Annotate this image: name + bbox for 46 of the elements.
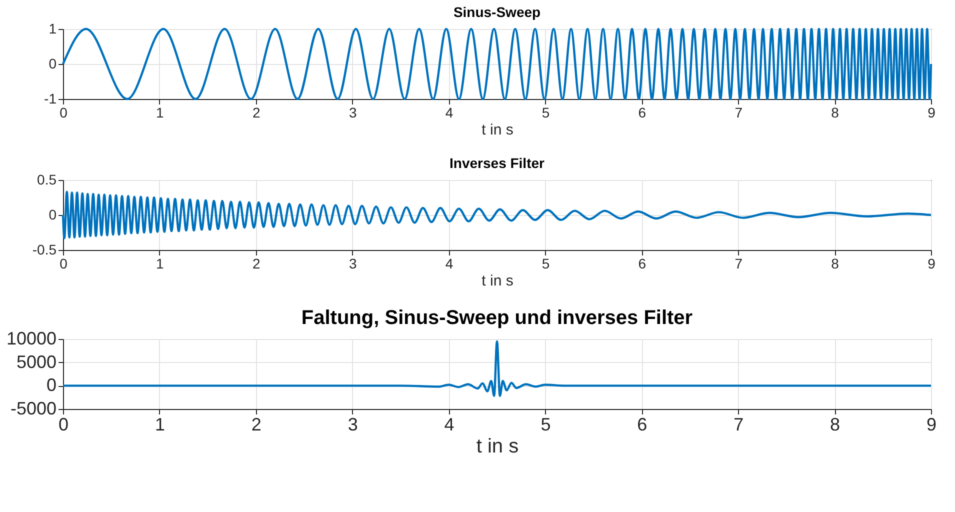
- y-tick-label: 1: [48, 20, 57, 36]
- x-tick-label: 7: [734, 104, 743, 120]
- y-tick-label: 0: [48, 206, 57, 222]
- x-tick-label: 2: [252, 256, 260, 272]
- x-tick-label: 2: [251, 414, 262, 434]
- chart-title: Inverses Filter: [450, 155, 546, 171]
- x-tick-label: 4: [445, 256, 454, 272]
- chart-title: Faltung, Sinus-Sweep und inverses Filter: [301, 307, 693, 329]
- x-tick-label: 3: [348, 256, 357, 272]
- y-tick-label: 10000: [6, 328, 56, 348]
- y-tick-label: 0: [48, 56, 57, 72]
- y-tick-label: 0: [46, 375, 56, 396]
- x-tick-label: 5: [542, 104, 550, 120]
- x-tick-label: 5: [540, 414, 551, 434]
- line-series: [62, 190, 932, 240]
- x-axis-title: t in s: [476, 436, 519, 458]
- x-tick-label: 8: [830, 414, 840, 434]
- x-tick-label: 8: [831, 256, 840, 272]
- x-tick-label: 9: [926, 414, 937, 434]
- x-tick-label: 8: [831, 104, 840, 120]
- y-tick-label: 0.5: [37, 172, 57, 188]
- x-tick-label: 3: [348, 414, 358, 434]
- x-tick-label: 4: [444, 414, 454, 434]
- y-tick-label: -0.5: [32, 242, 57, 258]
- x-axis-title: t in s: [482, 272, 514, 290]
- x-tick-label: 2: [252, 104, 260, 120]
- x-tick-label: 6: [638, 256, 646, 272]
- x-tick-label: 1: [156, 256, 164, 272]
- chart-title: Sinus-Sweep: [453, 4, 541, 20]
- y-tick-label: -5000: [10, 398, 56, 418]
- x-tick-label: 7: [734, 414, 744, 434]
- y-tick-label: 5000: [16, 352, 56, 372]
- x-tick-label: 6: [638, 104, 646, 120]
- x-tick-label: 4: [445, 104, 454, 120]
- x-tick-label: 9: [928, 256, 936, 272]
- x-tick-label: 5: [542, 256, 550, 272]
- x-axis-title: t in s: [482, 122, 514, 138]
- x-tick-label: 3: [348, 104, 357, 120]
- x-tick-label: 0: [60, 104, 68, 120]
- x-tick-label: 1: [156, 104, 164, 120]
- x-tick-label: 1: [154, 414, 165, 434]
- x-tick-label: 9: [928, 104, 936, 120]
- x-tick-label: 7: [734, 256, 743, 272]
- y-tick-label: -1: [44, 90, 57, 106]
- x-tick-label: 0: [60, 256, 68, 272]
- x-tick-label: 6: [637, 414, 648, 434]
